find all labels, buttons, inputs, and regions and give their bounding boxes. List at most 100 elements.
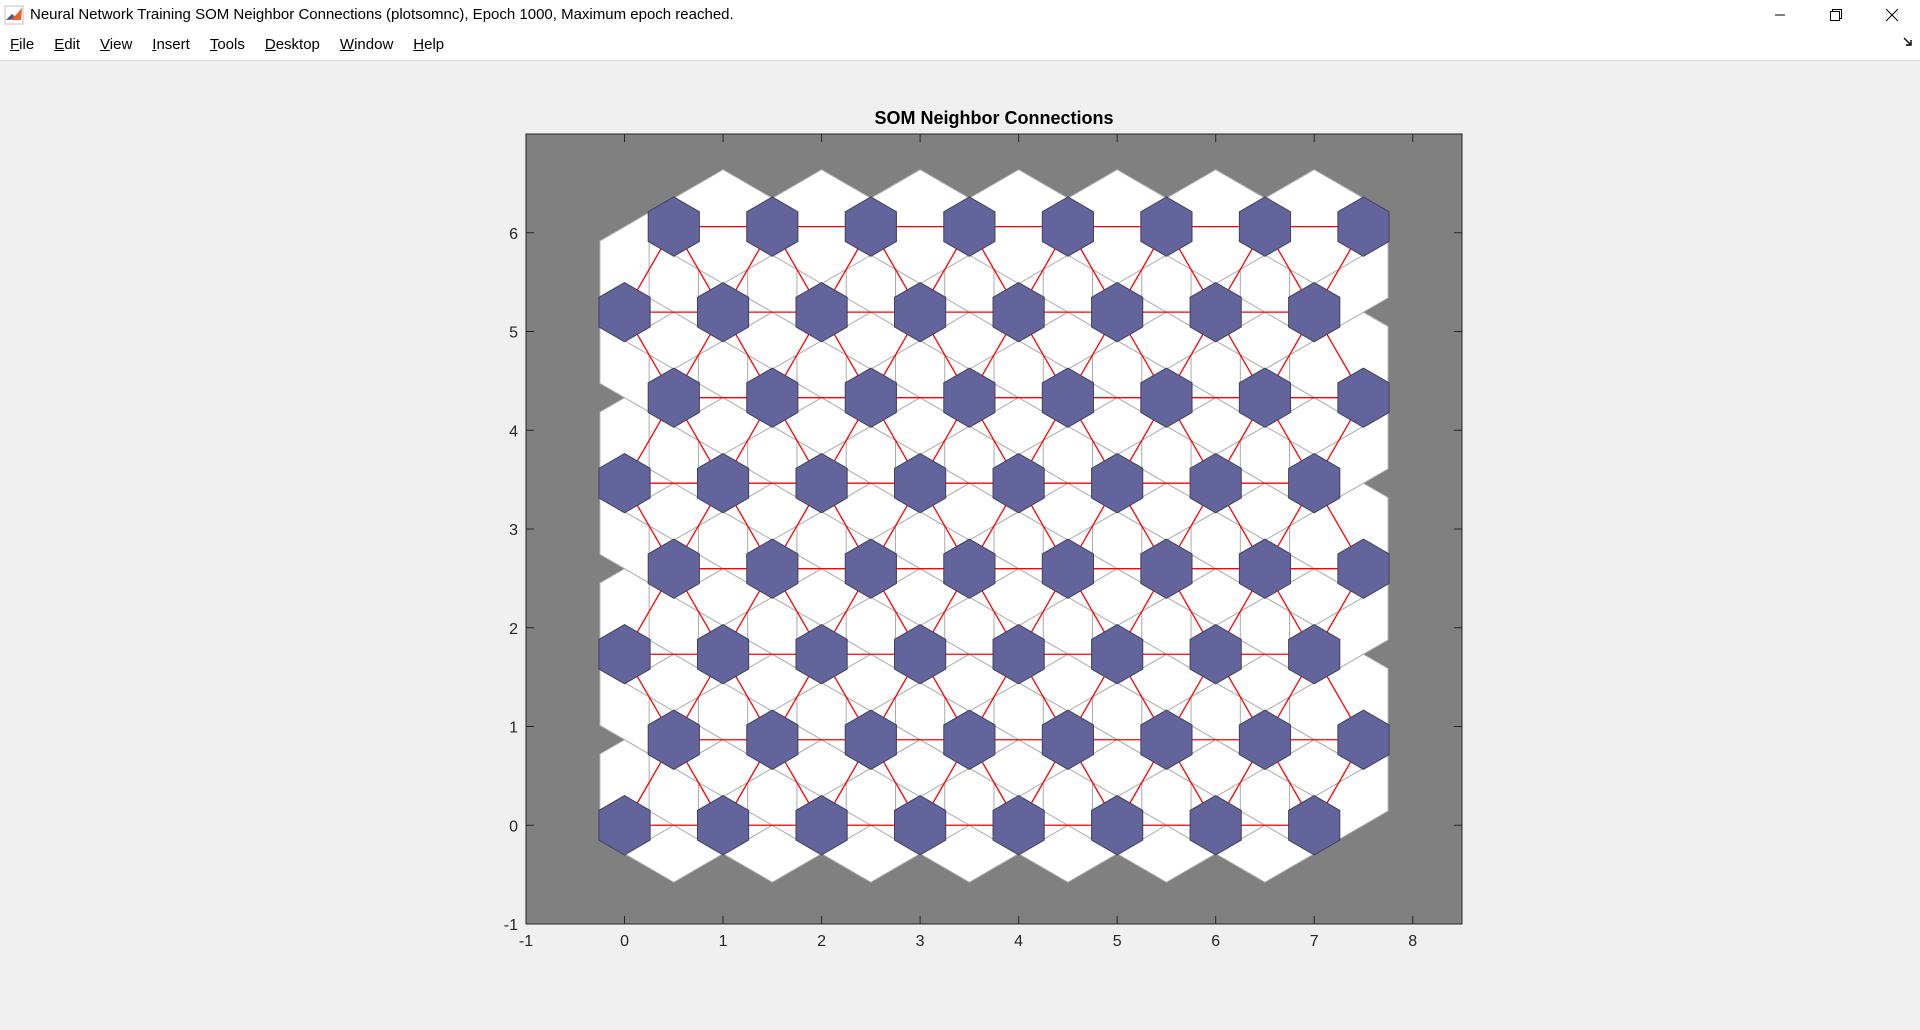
- neuron-hexagon: [1238, 367, 1292, 428]
- neuron-hexagon: [1288, 624, 1341, 685]
- neuron-hexagon: [894, 795, 947, 856]
- neuron-hexagon: [992, 452, 1045, 514]
- neuron-hexagon: [795, 795, 848, 856]
- x-tick-label: 7: [1310, 933, 1319, 950]
- neuron-hexagon: [1091, 281, 1144, 343]
- neuron-hexagon: [894, 281, 947, 343]
- y-tick-label: 4: [509, 423, 518, 440]
- neighbor-connection-line: [1079, 247, 1106, 292]
- neighbor-connection-line: [1227, 247, 1254, 292]
- neighbor-connection-line: [833, 760, 860, 805]
- neighbor-connection-line: [1178, 333, 1204, 377]
- neuron-hexagon: [598, 281, 651, 343]
- neighbor-connection-line: [685, 760, 712, 805]
- neighbor-connection-line: [833, 247, 860, 292]
- neuron-hexagon: [795, 281, 848, 343]
- neighbor-connection-line: [685, 418, 712, 463]
- menu-window[interactable]: Window: [339, 36, 394, 53]
- neuron-hexagon: [746, 367, 799, 428]
- dock-arrow-icon[interactable]: [1902, 36, 1914, 48]
- neuron-hexagon: [1041, 196, 1094, 257]
- y-tick-label: 1: [509, 720, 518, 737]
- neighbor-connection-line: [882, 333, 909, 377]
- neighbor-connection-line: [1030, 760, 1057, 805]
- neighbor-connection-line: [734, 333, 761, 377]
- neuron-hexagon: [647, 709, 700, 770]
- x-tick-label: -1: [519, 933, 533, 950]
- neighbor-connection-line: [1128, 589, 1155, 634]
- neuron-hexagon: [1288, 795, 1341, 856]
- restore-button[interactable]: [1808, 0, 1864, 29]
- neuron-hexagon: [844, 709, 897, 770]
- neighbor-connection-line: [981, 504, 1007, 548]
- neighbor-connection-line: [1227, 418, 1254, 463]
- neuron-hexagon: [992, 624, 1045, 685]
- y-tick-label: 2: [509, 621, 518, 638]
- neighbor-connection-line: [636, 504, 663, 548]
- neighbor-connection-line: [1227, 760, 1254, 805]
- neighbor-connection-line: [1227, 589, 1254, 634]
- menu-tools[interactable]: Tools: [209, 36, 245, 53]
- neuron-hexagon: [1337, 367, 1390, 428]
- neighbor-connection-line: [931, 333, 958, 377]
- y-tick-label: 3: [509, 522, 518, 539]
- neighbor-connection-line: [1276, 675, 1303, 719]
- neighbor-connection-line: [1325, 504, 1352, 548]
- neighbor-connection-line: [882, 589, 909, 634]
- neighbor-connection-line: [685, 247, 712, 292]
- neuron-hexagon: [943, 367, 996, 428]
- menu-edit[interactable]: Edit: [54, 36, 81, 53]
- window-title: Neural Network Training SOM Neighbor Con…: [30, 6, 734, 23]
- neighbor-connection-line: [1325, 333, 1352, 377]
- menu-desktop[interactable]: Desktop: [264, 36, 320, 53]
- neighbor-connection-line: [1276, 418, 1303, 463]
- neighbor-connection-line: [636, 760, 663, 805]
- neighbor-connection-line: [1079, 333, 1106, 377]
- neighbor-connection-line: [734, 675, 761, 719]
- neighbor-connection-line: [734, 247, 761, 292]
- title-bar: Neural Network Training SOM Neighbor Con…: [0, 0, 1920, 29]
- menu-insert[interactable]: Insert: [152, 36, 190, 53]
- neighbor-connection-line: [1227, 675, 1254, 719]
- neuron-hexagon: [647, 367, 700, 428]
- neighbor-connection-line: [981, 418, 1007, 463]
- neighbor-connection-line: [931, 589, 958, 634]
- matlab-icon[interactable]: [4, 5, 24, 25]
- neighbor-connection-line: [1227, 333, 1254, 377]
- neuron-hexagon: [1189, 452, 1242, 514]
- neighbor-connection-line: [784, 418, 810, 463]
- neighbor-connection-line: [636, 418, 663, 463]
- neighbor-connection-line: [734, 418, 761, 463]
- neuron-hexagon: [696, 452, 750, 514]
- neighbor-connection-line: [1227, 504, 1254, 548]
- neighbor-connection-line: [931, 504, 958, 548]
- neuron-hexagon: [1189, 624, 1242, 685]
- neuron-hexagon: [1041, 709, 1094, 770]
- neuron-hexagon: [992, 281, 1045, 343]
- neuron-hexagon: [943, 538, 996, 599]
- neighbor-connection-line: [1325, 675, 1352, 719]
- neighbor-connection-line: [784, 247, 810, 292]
- neighbor-connection-line: [1178, 675, 1204, 719]
- neighbor-connection-line: [931, 760, 958, 805]
- menu-view[interactable]: View: [100, 36, 133, 53]
- neighbor-connection-line: [931, 418, 958, 463]
- neuron-hexagon: [746, 709, 799, 770]
- neuron-hexagon: [844, 196, 897, 257]
- neuron-hexagon: [795, 452, 848, 514]
- menu-file[interactable]: File: [10, 36, 35, 53]
- neighbor-connection-line: [784, 589, 810, 634]
- neuron-hexagon: [795, 624, 848, 685]
- neighbor-connection-line: [833, 504, 860, 548]
- y-tick-label: 0: [509, 818, 518, 835]
- menu-help[interactable]: Help: [413, 36, 445, 53]
- neighbor-connection-line: [833, 589, 860, 634]
- neuron-hexagon: [1140, 196, 1193, 257]
- neighbor-connection-line: [784, 675, 810, 719]
- close-button[interactable]: [1864, 0, 1920, 29]
- neighbor-connection-line: [1128, 760, 1155, 805]
- minimize-button[interactable]: [1752, 0, 1808, 29]
- neuron-hexagon: [1337, 709, 1390, 770]
- neuron-hexagon: [1189, 795, 1242, 856]
